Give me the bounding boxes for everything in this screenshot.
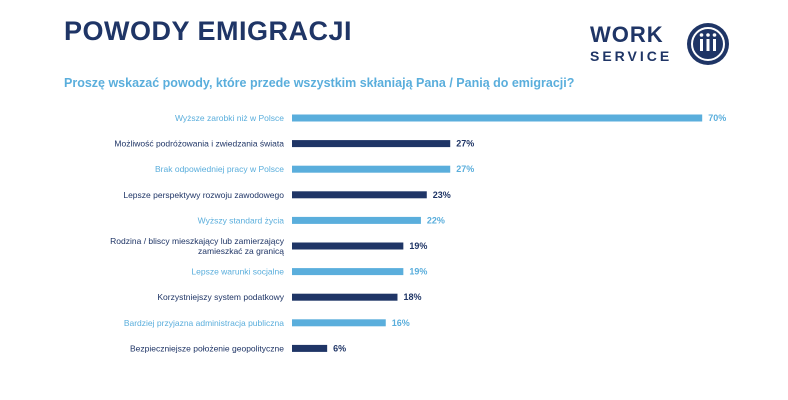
category-label: Wyższe zarobki niż w Polsce [175,113,284,123]
logo-mark-icon [687,23,729,65]
category-label: Bezpieczniejsze położenie geopolityczne [130,343,284,353]
category-label: Lepsze warunki socjalne [191,267,284,277]
category-label: Możliwość podróżowania i zwiedzania świa… [114,139,284,149]
bar [292,344,328,352]
bar [292,165,451,173]
bar [292,114,703,122]
category-label: Lepsze perspektywy rozwoju zawodowego [123,190,284,200]
chart-question: Proszę wskazać powody, które przede wszy… [64,76,575,90]
bar [292,140,451,148]
bar [292,268,404,276]
bar [292,242,404,250]
bar [292,319,386,327]
value-label: 19% [409,267,427,277]
value-label: 16% [392,318,410,328]
category-label: Wyższy standard życia [198,215,285,225]
category-label: Brak odpowiedniej pracy w Polsce [155,164,284,174]
category-label: Bardziej przyjazna administracja publicz… [124,318,284,328]
category-label: zamieszkać za granicą [198,246,284,256]
logo-text-work: WORK [590,22,664,47]
value-label: 23% [433,190,451,200]
value-label: 22% [427,215,445,225]
bar [292,293,398,301]
category-label: Korzystniejszy system podatkowy [157,292,284,302]
value-label: 19% [409,241,427,251]
value-label: 27% [456,139,474,149]
value-label: 70% [708,113,726,123]
category-label: Rodzina / bliscy mieszkający lub zamierz… [110,236,285,246]
page-title: POWODY EMIGRACJI [64,16,353,46]
value-label: 6% [333,343,346,353]
bar [292,216,421,224]
bar [292,191,427,199]
work-service-logo: WORK SERVICE [590,22,730,68]
value-label: 27% [456,164,474,174]
logo-text-service: SERVICE [590,48,673,64]
value-label: 18% [403,292,421,302]
